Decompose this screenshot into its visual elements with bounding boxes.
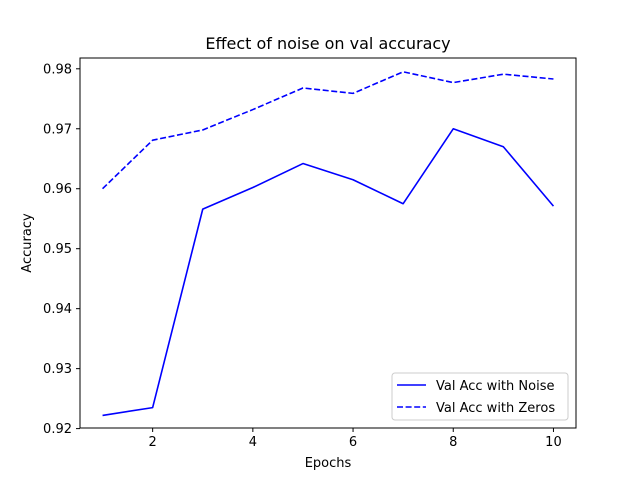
chart-title: Effect of noise on val accuracy (205, 34, 450, 53)
x-tick-label: 4 (249, 435, 257, 450)
y-tick-label: 0.98 (43, 62, 72, 77)
series-layer (101, 70, 555, 417)
legend: Val Acc with Noise Val Acc with Zeros (391, 372, 569, 421)
x-tick-label: 10 (545, 435, 562, 450)
y-tick-label: 0.92 (43, 422, 72, 437)
series-line-zeros (101, 70, 554, 190)
y-axis-label: Accuracy (20, 213, 35, 273)
x-axis-ticks: 2 4 6 8 10 (149, 428, 562, 450)
y-tick-label: 0.95 (43, 242, 72, 257)
plot-frame (79, 57, 577, 429)
legend-label-zeros: Val Acc with Zeros (436, 401, 555, 416)
x-tick-label: 2 (149, 435, 157, 450)
x-axis-label: Epochs (305, 456, 352, 471)
x-tick-label: 8 (449, 435, 457, 450)
legend-label-noise: Val Acc with Noise (436, 379, 554, 394)
y-axis-ticks: 0.92 0.93 0.94 0.95 0.96 0.97 0.98 (43, 62, 80, 437)
series-line-noise (102, 127, 555, 417)
legend-box (391, 372, 569, 421)
y-tick-label: 0.97 (43, 122, 72, 137)
y-tick-label: 0.94 (43, 302, 72, 317)
y-tick-label: 0.93 (43, 362, 72, 377)
x-tick-label: 6 (349, 435, 357, 450)
y-tick-label: 0.96 (43, 182, 72, 197)
